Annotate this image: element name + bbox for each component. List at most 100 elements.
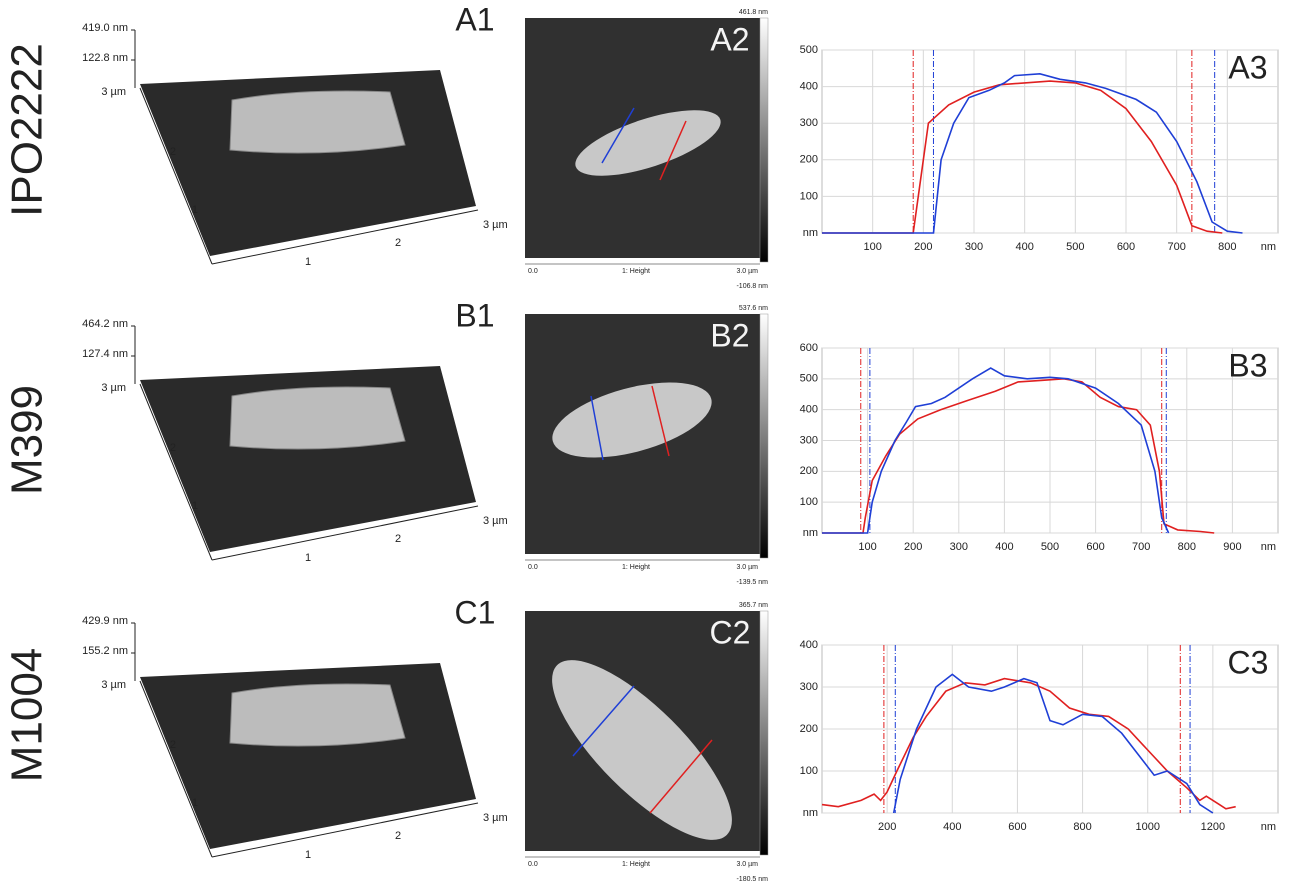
scale-max: 537.6 nm: [739, 305, 768, 312]
cell-3d: [229, 683, 406, 747]
profile-line-blue: [590, 395, 604, 461]
y-tick-label: 500: [800, 44, 818, 56]
x-tick-label: 300: [965, 241, 983, 253]
z-max-label: 464.2 nm: [82, 318, 128, 330]
x-tick-label: 2: [395, 237, 401, 249]
map-x-end: 3.0 µm: [736, 268, 758, 275]
x-tick-label: 400: [943, 821, 961, 833]
x-tick-label: 600: [1086, 541, 1104, 553]
x-tick-label: 1: [305, 849, 311, 861]
map-x-end: 3.0 µm: [736, 861, 758, 868]
profile-line-red: [649, 739, 713, 814]
colorbar: [759, 610, 769, 856]
scale-min: -139.5 nm: [736, 579, 768, 586]
x-axis-label: nm: [1261, 541, 1276, 553]
panel-label: C1: [455, 594, 496, 630]
z-mid-label: 122.8 nm: [82, 52, 128, 64]
panel-label: A3: [1228, 49, 1267, 85]
x-tick-label: 200: [878, 821, 896, 833]
x-tick-label: 300: [950, 541, 968, 553]
y-tick-label: 500: [800, 373, 818, 385]
x-tick-label: 100: [863, 241, 881, 253]
panel-label: B2: [710, 317, 749, 353]
profile-line-red: [651, 385, 670, 457]
y-tick-label: 3 µm: [101, 382, 126, 394]
panel-label: B3: [1228, 347, 1267, 383]
x-axis-3d: [211, 505, 479, 561]
y-tick-label: 200: [800, 154, 818, 166]
x-tick-label: 600: [1008, 821, 1026, 833]
z-max-label: 419.0 nm: [82, 22, 128, 34]
y-tick-label: 400: [800, 404, 818, 416]
y-tick-label: 2: [170, 442, 176, 454]
row-label: IPO2222: [3, 43, 52, 217]
x-tick-label: 1000: [1135, 821, 1159, 833]
map-x-start: 0.0: [528, 564, 538, 571]
map-channel: 1: Height: [622, 861, 650, 868]
cell-3d: [229, 386, 406, 450]
y-tick-label: nm: [803, 807, 818, 819]
x-tick-label: 400: [995, 541, 1013, 553]
colorbar: [759, 17, 769, 263]
y-tick-label: nm: [803, 527, 818, 539]
x-tick-label: 3 µm: [483, 219, 508, 231]
y-tick-label: 100: [800, 765, 818, 777]
profile-curve: [822, 80, 1223, 234]
y-tick-label: 400: [800, 639, 818, 651]
panel-label: C2: [710, 614, 751, 650]
cell-2d: [552, 660, 732, 840]
profile-curve: [892, 673, 1214, 814]
x-axis-label: nm: [1261, 241, 1276, 253]
x-tick-label: 100: [858, 541, 876, 553]
y-axis-3d: [139, 680, 213, 858]
x-tick-label: 1: [305, 256, 311, 268]
panel-label: A2: [710, 21, 749, 57]
profile-line-blue: [572, 685, 635, 757]
z-max-label: 429.9 nm: [82, 615, 128, 627]
profile-curve: [822, 377, 1215, 534]
profile-line-red: [659, 120, 687, 181]
x-tick-label: 200: [904, 541, 922, 553]
x-tick-label: 1200: [1201, 821, 1225, 833]
colorbar: [759, 313, 769, 559]
x-tick-label: 600: [1117, 241, 1135, 253]
x-tick-label: 200: [914, 241, 932, 253]
y-tick-label: 2: [170, 739, 176, 751]
x-tick-label: 3 µm: [483, 812, 508, 824]
y-tick-label: 200: [800, 465, 818, 477]
scale-min: -106.8 nm: [736, 283, 768, 290]
x-tick-label: 1: [305, 552, 311, 564]
y-tick-label: 100: [800, 190, 818, 202]
y-tick-label: 600: [800, 342, 818, 354]
x-tick-label: 900: [1223, 541, 1241, 553]
panel-label: A1: [455, 1, 494, 37]
map-x-start: 0.0: [528, 268, 538, 275]
panel-label: C3: [1228, 644, 1269, 680]
y-tick-label: 300: [800, 681, 818, 693]
scale-max: 365.7 nm: [739, 602, 768, 609]
x-axis-3d: [211, 209, 479, 265]
y-axis-3d: [139, 87, 213, 265]
x-tick-label: 800: [1178, 541, 1196, 553]
z-mid-label: 155.2 nm: [82, 645, 128, 657]
y-tick-label: 1: [192, 797, 198, 809]
x-tick-label: 2: [395, 533, 401, 545]
x-tick-label: 700: [1132, 541, 1150, 553]
x-tick-label: 500: [1066, 241, 1084, 253]
cell-3d: [229, 90, 406, 154]
y-tick-label: 2: [170, 146, 176, 158]
y-tick-label: 100: [800, 496, 818, 508]
x-axis-label: nm: [1261, 821, 1276, 833]
profile-line-blue: [601, 107, 635, 164]
x-tick-label: 400: [1015, 241, 1033, 253]
y-tick-label: 200: [800, 723, 818, 735]
z-mid-label: 127.4 nm: [82, 348, 128, 360]
plot-area: [821, 49, 1279, 234]
y-tick-label: 1: [192, 500, 198, 512]
row-label: M399: [3, 385, 52, 495]
profile-curve: [822, 367, 1170, 534]
y-tick-label: 400: [800, 81, 818, 93]
panel-label: B1: [455, 297, 494, 333]
map-x-end: 3.0 µm: [736, 564, 758, 571]
y-tick-label: 1: [192, 204, 198, 216]
